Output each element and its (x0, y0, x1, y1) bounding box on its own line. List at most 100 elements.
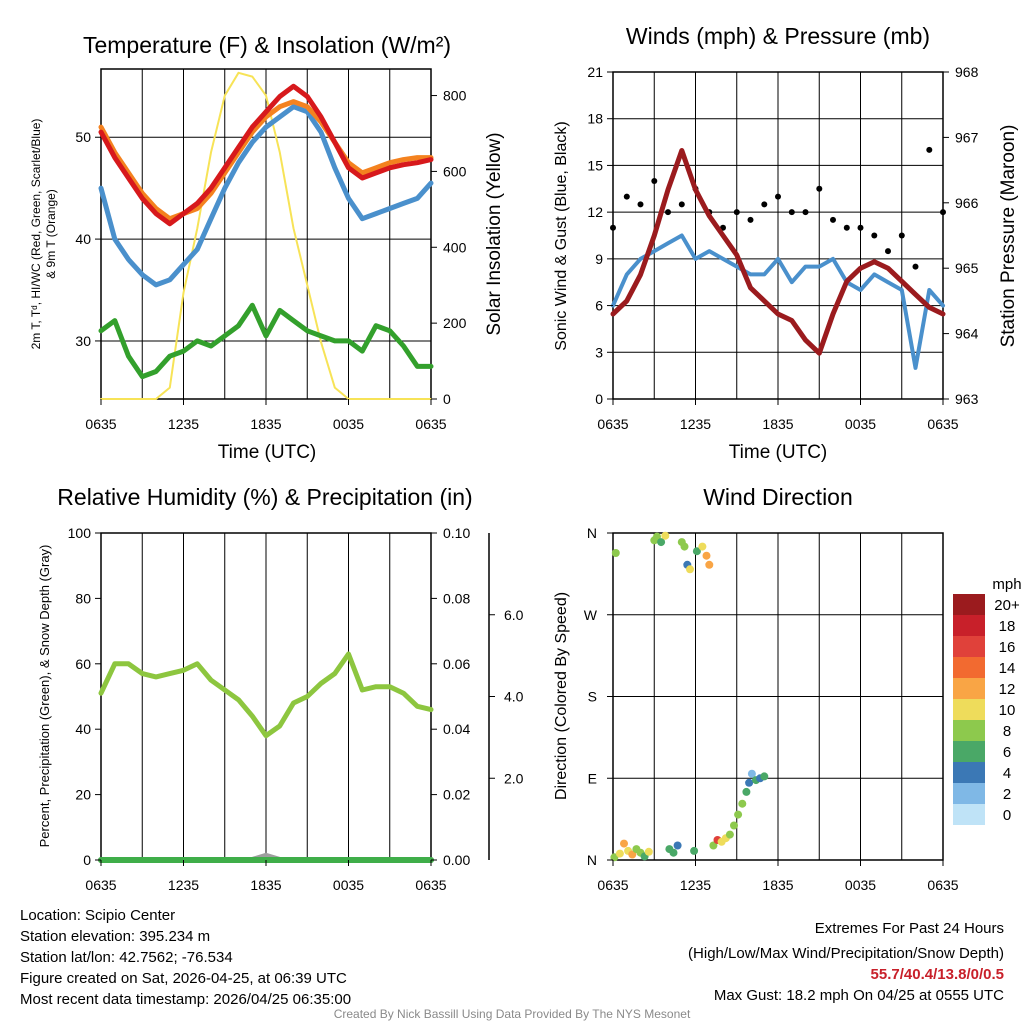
gust-point (651, 178, 658, 184)
gust-point (678, 201, 685, 208)
winds-xtick-label: 0635 (597, 416, 628, 432)
station-pressure-line (610, 148, 946, 356)
gust-point (761, 201, 768, 208)
winds-ytick-label: 3 (595, 344, 603, 360)
winds-ytick-label: 21 (587, 64, 603, 80)
snow-depth-tick-label: 2.0 (504, 770, 524, 786)
winds-xlabel: Time (UTC) (729, 442, 828, 463)
humidity-ytick-label: 40 (75, 721, 91, 737)
gust-point (885, 248, 891, 255)
humidity-xtick-label: 0635 (85, 877, 116, 893)
precip-ytick-label: 0.00 (443, 852, 470, 868)
winds-ylabel-left: Sonic Wind & Gust (Blue, Black) (553, 121, 570, 350)
temperature-title: Temperature (F) & Insolation (W/m²) (83, 32, 451, 58)
wind-direction-xtick-label: 0635 (597, 877, 628, 893)
winds-ytick-label: 9 (595, 251, 603, 267)
speed-legend-swatch (953, 804, 985, 825)
winds-ytick-label: 18 (587, 111, 603, 127)
temperature-ytick-label: 30 (75, 333, 91, 349)
speed-legend-swatch (953, 720, 985, 741)
wind-direction-point (620, 839, 628, 848)
temperature-xtick-label: 0635 (85, 416, 116, 432)
speed-legend-swatch (953, 657, 985, 678)
wind-direction-point (702, 551, 711, 560)
winds-y2tick-label: 967 (955, 129, 979, 145)
speed-legend-label: 12 (999, 681, 1016, 698)
humidity-xtick-label: 1835 (250, 877, 281, 893)
gust-point (733, 209, 740, 216)
precip-ytick-label: 0.06 (443, 656, 470, 672)
winds-panel: Winds (mph) & Pressure (mb) 0 3 6 9 12 15 18 21… (553, 23, 1019, 463)
info-created: Figure created on Sat, 2026-04-25, at 06… (20, 970, 347, 987)
humidity-panel: Relative Humidity (%) & Precipitation (i… (37, 484, 524, 893)
gust-point (940, 209, 946, 216)
info-latlon: Station lat/lon: 42.7562; -76.534 (20, 949, 233, 966)
temperature-xlabel: Time (UTC) (218, 442, 317, 463)
temperature-ylabel-right: Solar Insolation (Yellow) (484, 132, 505, 335)
winds-y2tick-label: 966 (955, 195, 979, 211)
humidity-xtick-label: 1235 (168, 877, 199, 893)
temperature-y2tick-label: 800 (443, 88, 467, 104)
wind-direction-point (615, 849, 624, 858)
extremes-block: Extremes For Past 24 Hours (High/Low/Max… (688, 918, 1004, 1006)
temperature-ylabel-line1: 2m T, Tᵈ, HI/WC (Red, Green, Scarlet/Blu… (29, 119, 43, 350)
winds-ytick-label: 12 (587, 204, 603, 220)
speed-legend-swatch (953, 699, 985, 720)
humidity-ytick-label: 60 (75, 656, 91, 672)
winds-y2tick-label: 963 (955, 391, 979, 407)
wind-direction-point (705, 560, 714, 569)
winds-xtick-label: 0035 (845, 416, 876, 432)
speed-legend-swatch (953, 783, 985, 804)
gust-point (610, 224, 616, 231)
wind-direction-point (709, 841, 718, 850)
relative-humidity-line (98, 651, 434, 739)
speed-legend-label: 6 (1003, 744, 1011, 761)
gust-point (665, 209, 671, 216)
wind-direction-point (611, 549, 620, 557)
temperature-dewpoint-line (98, 302, 434, 380)
solar-insolation-line (100, 71, 432, 400)
wind-direction-point (734, 810, 743, 819)
gust-point (788, 209, 795, 216)
speed-legend-label: 10 (999, 702, 1016, 719)
extremes-values: 55.7/40.4/13.8/0/0.5 (870, 966, 1004, 983)
speed-legend-swatch (953, 741, 985, 762)
winds-ytick-label: 15 (587, 157, 603, 173)
temperature-y2tick-label: 0 (443, 391, 451, 407)
humidity-ytick-label: 80 (75, 590, 91, 606)
speed-legend-label: 16 (999, 639, 1016, 656)
speed-legend-label: 18 (999, 618, 1016, 635)
wind-direction-title: Wind Direction (703, 484, 853, 510)
wind-direction-point (760, 772, 769, 781)
wind-direction-ytick-label: N (587, 852, 597, 868)
wind-direction-point (644, 847, 653, 856)
precip-ytick-label: 0.02 (443, 787, 470, 803)
wind-direction-point (742, 787, 751, 796)
winds-xtick-label: 0635 (927, 416, 958, 432)
humidity-ytick-label: 0 (83, 852, 91, 868)
wind-direction-point (738, 799, 747, 808)
gust-point (871, 232, 878, 239)
humidity-title: Relative Humidity (%) & Precipitation (i… (57, 484, 472, 510)
extremes-heading: Extremes For Past 24 Hours (814, 920, 1004, 937)
wind-direction-ytick-label: W (584, 607, 598, 623)
info-recent: Most recent data timestamp: 2026/04/25 0… (20, 991, 352, 1008)
wind-direction-point (661, 531, 670, 540)
temperature-panel: Temperature (F) & Insolation (W/m²) 30 40… (29, 32, 505, 463)
extremes-gust: Max Gust: 18.2 mph On 04/25 at 0555 UTC (713, 987, 1004, 1004)
wind-direction-ytick-label: E (588, 770, 597, 786)
precip-ytick-label: 0.10 (443, 525, 470, 541)
wind-direction-point (673, 841, 682, 850)
winds-ylabel-right: Station Pressure (Maroon) (998, 125, 1019, 348)
credit-line: Created By Nick Bassill Using Data Provi… (333, 1007, 691, 1021)
gust-point (775, 193, 781, 200)
temperature-ylabel-line2: & 9m T (Orange) (44, 189, 58, 279)
wind-direction-point (653, 532, 661, 541)
info-location: Location: Scipio Center (20, 907, 176, 924)
sonic-wind-line (611, 233, 945, 370)
temperature-ytick-label: 50 (75, 129, 91, 145)
temperature-9m-line (98, 99, 434, 222)
winds-title: Winds (mph) & Pressure (mb) (626, 23, 930, 49)
